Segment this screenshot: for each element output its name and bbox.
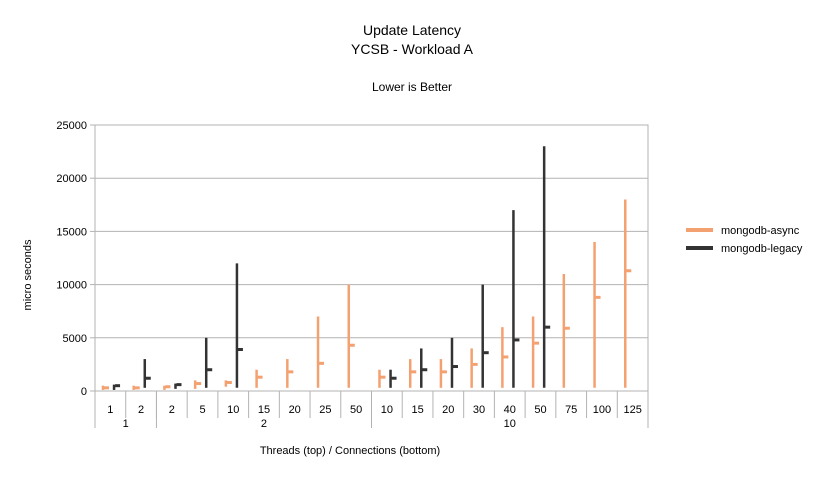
x-axis-title: Threads (top) / Connections (bottom) (260, 445, 440, 457)
x-tick-label: 40 (504, 404, 516, 416)
chart-title: Update Latency (363, 22, 461, 38)
x-tick-label: 1 (107, 404, 113, 416)
y-tick-label: 15000 (56, 226, 87, 238)
x-tick-label: 10 (381, 404, 393, 416)
x-tick-label: 15 (258, 404, 270, 416)
x-tick-label: 2 (138, 404, 144, 416)
group-label: 2 (261, 418, 267, 430)
y-tick-label: 5000 (63, 333, 87, 345)
x-tick-label: 10 (227, 404, 239, 416)
gridlines (95, 177, 648, 339)
group-label: 10 (504, 418, 516, 430)
x-tick-label: 75 (565, 404, 577, 416)
x-tick-label: 50 (534, 404, 546, 416)
x-tick-label: 2 (169, 404, 175, 416)
chart-title-line2: YCSB - Workload A (351, 41, 474, 57)
group-label: 1 (123, 418, 129, 430)
legend: mongodb-async mongodb-legacy (686, 225, 803, 255)
chart-subtitle: Lower is Better (372, 80, 452, 94)
y-axis-title: micro seconds (22, 239, 34, 310)
data-series (101, 146, 632, 390)
y-tick-label: 20000 (56, 173, 87, 185)
x-tick-label: 50 (350, 404, 362, 416)
legend-label-async: mongodb-async (721, 225, 800, 237)
y-tick-label: 10000 (56, 280, 87, 292)
x-tick-label: 30 (473, 404, 485, 416)
x-tick-label: 20 (442, 404, 454, 416)
x-tick-label: 5 (199, 404, 205, 416)
x-tick-label: 15 (411, 404, 423, 416)
x-tick-label: 20 (289, 404, 301, 416)
x-tick-label: 100 (593, 404, 611, 416)
x-tick-label: 125 (623, 404, 641, 416)
y-axis-ticks: 0 5000 10000 15000 20000 25000 (56, 120, 95, 398)
y-tick-label: 0 (81, 386, 87, 398)
x-tick-label: 25 (319, 404, 331, 416)
y-tick-label: 25000 (56, 120, 87, 132)
legend-label-legacy: mongodb-legacy (721, 243, 803, 255)
